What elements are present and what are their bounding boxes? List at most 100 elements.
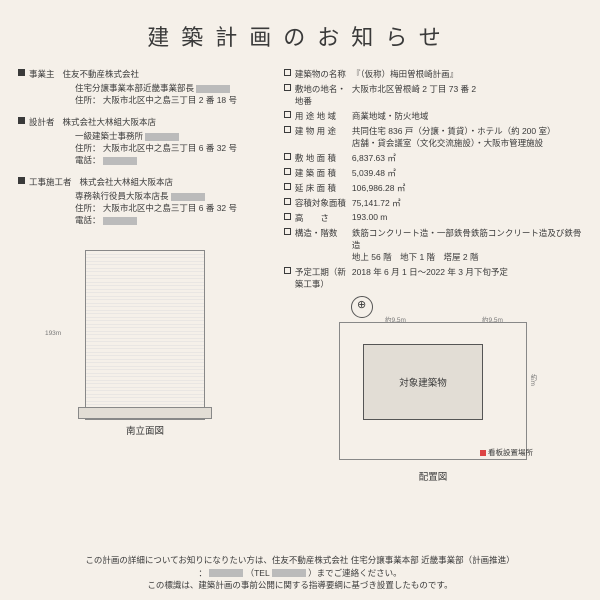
- spec-value: 106,986.28 ㎡: [352, 183, 405, 193]
- spec-label: 延 床 面 積: [295, 182, 336, 194]
- spec-label: 用 途 地 域: [295, 110, 336, 122]
- left-column: 事業主 住友不動産株式会社 住宅分譲事業本部近畿事業部長 住所： 大阪市北区中之…: [18, 68, 272, 483]
- spec-value: 75,141.72 ㎡: [352, 198, 401, 208]
- redacted-icon: [209, 569, 243, 577]
- spec-row: 敷 地 面 積 6,837.63 ㎡: [284, 152, 582, 164]
- owner-name: 住友不動産株式会社: [63, 68, 140, 80]
- content-columns: 事業主 住友不動産株式会社 住宅分譲事業本部近畿事業部長 住所： 大阪市北区中之…: [18, 68, 582, 483]
- redacted-icon: [196, 85, 230, 93]
- spec-value: 商業地域・防火地域: [352, 111, 429, 121]
- footer-tel-r: ）までご連絡ください。: [308, 568, 402, 578]
- spec-label: 敷地の地名・地番: [295, 83, 352, 107]
- checkbox-icon: [284, 69, 291, 76]
- spec-label: 構造・階数: [295, 227, 338, 263]
- spec-label: 建 築 面 積: [295, 167, 336, 179]
- owner-addr: 大阪市北区中之島三丁目 2 番 18 号: [103, 95, 237, 105]
- addr-label: 住所：: [75, 95, 101, 105]
- checkbox-icon: [284, 153, 291, 160]
- footer: この計画の詳細についてお知りになりたい方は、住友不動産株式会社 住宅分譲事業本部…: [18, 554, 582, 592]
- spec-value: 2018 年 6 月 1 日～2022 年 3 月下旬予定: [352, 267, 508, 277]
- bullet-icon: [18, 69, 25, 76]
- spec-value: 5,039.48 ㎡: [352, 168, 396, 178]
- bullet-icon: [18, 177, 25, 184]
- owner-block: 事業主 住友不動産株式会社 住宅分譲事業本部近畿事業部長 住所： 大阪市北区中之…: [18, 68, 272, 106]
- dim-height: 193m: [45, 330, 61, 337]
- tel-label: 電話：: [75, 215, 101, 225]
- checkbox-icon: [284, 213, 291, 220]
- checkbox-icon: [284, 126, 291, 133]
- spec-value: 共同住宅 836 戸（分譲・賃貸）・ホテル（約 200 室）: [352, 126, 556, 136]
- redacted-icon: [103, 217, 137, 225]
- spec-value: 大阪市北区曽根崎 2 丁目 73 番 2: [352, 84, 476, 94]
- spec-value-2: 店舗・貸会議室（文化交流施設）・大阪市管理施設: [352, 137, 582, 149]
- spec-label: 予定工期（新築工事）: [295, 266, 352, 290]
- legend-label: 看板設置場所: [488, 447, 533, 458]
- spec-value: 6,837.63 ㎡: [352, 153, 396, 163]
- spec-value: 193.00 m: [352, 212, 387, 222]
- owner-heading: 事業主: [29, 68, 55, 80]
- designer-addr: 大阪市北区中之島三丁目 6 番 32 号: [103, 143, 237, 153]
- spec-row: 建築物の名称『（仮称）梅田曽根崎計画』: [284, 68, 582, 80]
- builder-line2: 専務執行役員大阪本店長: [75, 191, 169, 201]
- spec-label: 建築物の名称: [295, 68, 346, 80]
- checkbox-icon: [284, 183, 291, 190]
- redacted-icon: [272, 569, 306, 577]
- designer-name: 株式会社大林組大阪本店: [63, 116, 157, 128]
- spec-value: 『（仮称）梅田曽根崎計画』: [352, 69, 458, 79]
- redacted-icon: [171, 193, 205, 201]
- signboard-legend: 看板設置場所: [480, 447, 533, 458]
- siteplan-caption: 配置図: [284, 469, 582, 483]
- spec-label: 高 さ: [295, 212, 329, 224]
- spec-row: 建 物 用 途 共同住宅 836 戸（分譲・賃貸）・ホテル（約 200 室）店舗・…: [284, 125, 582, 149]
- spec-row: 容積対象面積 75,141.72 ㎡: [284, 197, 582, 209]
- redacted-icon: [145, 133, 179, 141]
- checkbox-icon: [284, 267, 291, 274]
- compass-icon: [351, 296, 373, 318]
- checkbox-icon: [284, 198, 291, 205]
- designer-line2: 一級建築士事務所: [75, 131, 143, 141]
- spec-row: 構造・階数鉄筋コンクリート造・一部鉄骨鉄筋コンクリート造及び鉄骨造地上 56 階…: [284, 227, 582, 263]
- spec-row: 敷地の地名・地番大阪市北区曽根崎 2 丁目 73 番 2: [284, 83, 582, 107]
- checkbox-icon: [284, 168, 291, 175]
- footer-line2: この標識は、建築計画の事前公開に関する指導要綱に基づき設置したものです。: [18, 579, 582, 592]
- spec-row: 予定工期（新築工事）2018 年 6 月 1 日～2022 年 3 月下旬予定: [284, 266, 582, 290]
- spec-row: 高 さ 193.00 m: [284, 212, 582, 224]
- addr-label: 住所：: [75, 203, 101, 213]
- elevation-base: [78, 407, 212, 419]
- checkbox-icon: [284, 111, 291, 118]
- spec-label: 敷 地 面 積: [295, 152, 336, 164]
- footer-tel-l: ：: [198, 568, 207, 578]
- spec-row: 建 築 面 積 5,039.48 ㎡: [284, 167, 582, 179]
- designer-heading: 設計者: [29, 116, 55, 128]
- spec-label: 建 物 用 途: [295, 125, 336, 149]
- spec-value-2: 地上 56 階 地下 1 階 塔屋 2 階: [352, 251, 582, 263]
- redacted-icon: [103, 157, 137, 165]
- designer-block: 設計者 株式会社大林組大阪本店 一級建築士事務所 住所： 大阪市北区中之島三丁目…: [18, 116, 272, 166]
- page-title: 建築計画のお知らせ: [18, 20, 582, 52]
- bullet-icon: [18, 117, 25, 124]
- elevation-drawing: [85, 250, 205, 420]
- elevation-caption: 南立面図: [18, 423, 272, 437]
- target-building-box: 対象建築物: [363, 344, 483, 420]
- elevation-figure: 193m 南立面図: [18, 250, 272, 437]
- siteplan-drawing: 約9.5m 約9.5m 対象建築物 約m 看板設置場所: [333, 296, 533, 466]
- builder-heading: 工事施工者: [29, 176, 72, 188]
- spec-value: 鉄筋コンクリート造・一部鉄骨鉄筋コンクリート造及び鉄骨造: [352, 228, 582, 250]
- tel-label: 電話：: [75, 155, 101, 165]
- dim-right: 約m: [527, 374, 537, 386]
- siteplan-figure: 約9.5m 約9.5m 対象建築物 約m 看板設置場所 配置図: [284, 296, 582, 483]
- owner-line2: 住宅分譲事業本部近畿事業部長: [75, 83, 194, 93]
- footer-line1: この計画の詳細についてお知りになりたい方は、住友不動産株式会社 住宅分譲事業本部…: [85, 555, 514, 565]
- target-building-label: 対象建築物: [399, 375, 447, 389]
- checkbox-icon: [284, 84, 291, 91]
- spec-label: 容積対象面積: [295, 197, 346, 209]
- builder-name: 株式会社大林組大阪本店: [80, 176, 174, 188]
- spec-row: 延 床 面 積 106,986.28 ㎡: [284, 182, 582, 194]
- builder-addr: 大阪市北区中之島三丁目 6 番 32 号: [103, 203, 237, 213]
- right-column: 建築物の名称『（仮称）梅田曽根崎計画』敷地の地名・地番大阪市北区曽根崎 2 丁目…: [284, 68, 582, 483]
- spec-row: 用 途 地 域 商業地域・防火地域: [284, 110, 582, 122]
- checkbox-icon: [284, 228, 291, 235]
- legend-marker-icon: [480, 450, 486, 456]
- builder-block: 工事施工者 株式会社大林組大阪本店 専務執行役員大阪本店長 住所： 大阪市北区中…: [18, 176, 272, 226]
- addr-label: 住所：: [75, 143, 101, 153]
